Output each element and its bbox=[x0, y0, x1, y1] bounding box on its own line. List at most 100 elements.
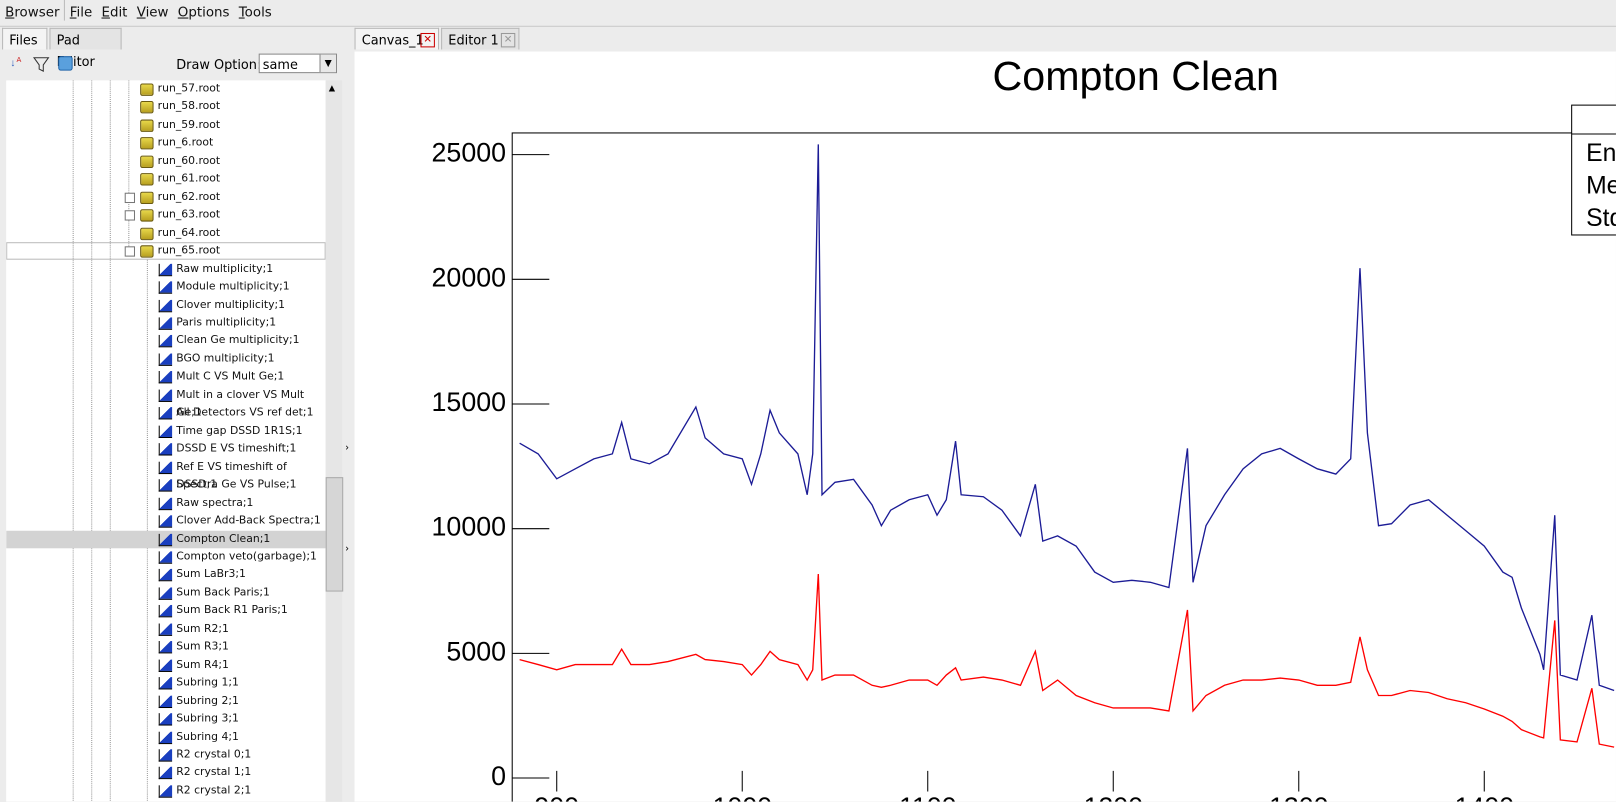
editor-tab-label: Editor 1 bbox=[448, 31, 499, 48]
tree-row[interactable]: Ref E VS timeshift of DSSD;1 bbox=[6, 458, 325, 490]
tree-row[interactable]: run_62.root bbox=[6, 188, 325, 206]
combo-arrow[interactable]: ▼ bbox=[319, 54, 336, 73]
file-icon bbox=[140, 191, 154, 204]
tree-row[interactable]: run_64.root bbox=[6, 224, 325, 242]
tree-label: R2 crystal 1;1 bbox=[176, 766, 252, 779]
draw-option-combo[interactable]: same ▼ bbox=[258, 53, 338, 74]
histogram-icon bbox=[158, 479, 173, 492]
tree-label: BGO multiplicity;1 bbox=[176, 352, 275, 365]
sort-icon[interactable]: ↓ bbox=[10, 58, 15, 69]
pad-editor-tab[interactable]: Pad Editor bbox=[49, 27, 122, 69]
tree-row[interactable]: Spectra Ge VS Pulse;1 bbox=[6, 476, 325, 494]
tree-row[interactable]: run_65.root bbox=[6, 242, 326, 260]
stats-label: Mean bbox=[1586, 173, 1616, 200]
tree-row[interactable]: BGO multiplicity;1 bbox=[6, 350, 325, 368]
tree-label: run_6.root bbox=[157, 136, 214, 149]
filter-icon[interactable] bbox=[33, 57, 50, 72]
histogram-icon bbox=[158, 425, 173, 438]
tree-label: run_61.root bbox=[157, 172, 221, 185]
tree-row[interactable]: DSSD E VS timeshift;1 bbox=[6, 440, 325, 458]
histogram-icon bbox=[158, 605, 173, 618]
tree-row[interactable]: run_63.root bbox=[6, 206, 325, 224]
tree-label: Clover multiplicity;1 bbox=[176, 298, 286, 311]
histogram-icon bbox=[158, 461, 173, 474]
tree-row[interactable]: Mult C VS Mult Ge;1 bbox=[6, 368, 325, 386]
tree-row[interactable]: Module multiplicity;1 bbox=[6, 278, 325, 296]
tree-label: Clover Add-Back Spectra;1 bbox=[176, 514, 321, 527]
scroll-thumb[interactable] bbox=[325, 477, 344, 592]
tree-row[interactable]: R2 crystal 0;1 bbox=[6, 746, 325, 764]
tree-row[interactable]: Compton veto(garbage);1 bbox=[6, 548, 325, 566]
close-button[interactable]: ✕ bbox=[500, 32, 516, 48]
menu-item[interactable]: File bbox=[63, 0, 97, 21]
tree-row[interactable]: Sum R2;1 bbox=[6, 620, 325, 638]
tree-row[interactable]: Compton Clean;1 bbox=[6, 530, 326, 548]
tree-row[interactable]: run_59.root bbox=[6, 116, 325, 134]
close-button[interactable]: ✕ bbox=[420, 32, 435, 48]
tree-label: Subring 2;1 bbox=[176, 694, 239, 707]
menu-item[interactable]: Browser bbox=[5, 5, 60, 21]
refresh-icon[interactable] bbox=[58, 56, 73, 71]
stats-label: Std Dev bbox=[1586, 205, 1616, 232]
scroll-up[interactable]: ▲ bbox=[328, 83, 336, 93]
tree-row[interactable]: Clean Ge multiplicity;1 bbox=[6, 332, 325, 350]
file-icon bbox=[140, 101, 154, 114]
splitter-arrow[interactable]: › bbox=[345, 544, 349, 555]
y-tick-label: 0 bbox=[491, 761, 506, 791]
tree-label: R2 crystal 0;1 bbox=[176, 748, 252, 761]
x-tick-label: 1400 bbox=[1454, 792, 1514, 802]
tree-row[interactable]: Subring 3;1 bbox=[6, 710, 325, 728]
tree-row[interactable]: R2 crystal 2;1 bbox=[6, 782, 325, 800]
files-tab[interactable]: Files bbox=[2, 27, 48, 50]
tree-row[interactable]: Sum Back Paris;1 bbox=[6, 584, 325, 602]
tree-row[interactable]: Clover Add-Back Spectra;1 bbox=[6, 512, 325, 530]
tree-row[interactable]: Sum Back R1 Paris;1 bbox=[6, 602, 325, 620]
histogram-icon bbox=[158, 335, 173, 348]
menu-item[interactable]: Edit bbox=[101, 5, 128, 21]
tree-row[interactable]: Raw multiplicity;1 bbox=[6, 260, 325, 278]
tree-row[interactable]: Subring 4;1 bbox=[6, 728, 325, 746]
histogram-icon bbox=[158, 641, 173, 654]
tree-row[interactable]: run_60.root bbox=[6, 152, 325, 170]
scrollbar[interactable]: ▲ bbox=[325, 80, 344, 802]
tree-row[interactable]: Paris multiplicity;1 bbox=[6, 314, 325, 332]
tree-row[interactable]: Subring 2;1 bbox=[6, 692, 325, 710]
tree-row[interactable]: run_6.root bbox=[6, 134, 325, 152]
editor-tab[interactable]: Editor 1 ✕ bbox=[441, 27, 520, 50]
tree-row[interactable]: Mult in a clover VS Mult Ge;1 bbox=[6, 386, 325, 418]
file-icon bbox=[140, 119, 154, 132]
y-tick-label: 20000 bbox=[432, 262, 506, 292]
tree-row[interactable]: Sum LaBr3;1 bbox=[6, 566, 325, 584]
file-icon bbox=[140, 173, 154, 186]
tree-row[interactable]: run_58.root bbox=[6, 98, 325, 116]
tree-row[interactable]: R2 crystal 1;1 bbox=[6, 764, 325, 782]
tree-label: Sum R2;1 bbox=[176, 622, 229, 635]
y-tick-label: 10000 bbox=[432, 512, 506, 542]
menu-item[interactable]: Tools bbox=[238, 5, 272, 21]
tree-row[interactable]: Subring 1;1 bbox=[6, 674, 325, 692]
tree-label: Sum LaBr3;1 bbox=[176, 568, 246, 581]
tree-row[interactable]: run_61.root bbox=[6, 170, 325, 188]
tree-row[interactable]: run_57.root bbox=[6, 80, 325, 98]
canvas-tab[interactable]: Canvas_1 ✕ bbox=[354, 27, 440, 50]
tree-row[interactable]: Clover multiplicity;1 bbox=[6, 296, 325, 314]
tree-row[interactable]: Sum R3;1 bbox=[6, 638, 325, 656]
expander[interactable] bbox=[124, 210, 136, 221]
tree-label: Ref E VS timeshift of DSSD;1 bbox=[176, 460, 287, 491]
toolbar-icons: ↓ A bbox=[10, 55, 73, 72]
splitter-arrow[interactable]: › bbox=[345, 443, 349, 454]
histogram-icon bbox=[158, 389, 173, 402]
tree-row[interactable]: Raw spectra;1 bbox=[6, 494, 325, 512]
stats-box bbox=[1571, 104, 1616, 236]
menu-item[interactable]: View bbox=[136, 5, 169, 21]
tree-label: Subring 3;1 bbox=[176, 712, 239, 725]
menu-item[interactable]: Options bbox=[177, 5, 230, 21]
tree-row[interactable]: Time gap DSSD 1R1S;1 bbox=[6, 422, 325, 440]
histogram-icon bbox=[158, 623, 173, 636]
expander[interactable] bbox=[124, 246, 136, 257]
canvas: Compton Clean 0 5000 10000 15000 20000 25000 9… bbox=[354, 51, 1616, 802]
tree-row[interactable]: All Detectors VS ref det;1 bbox=[6, 404, 325, 422]
expander[interactable] bbox=[124, 192, 136, 203]
tree-row[interactable]: Sum R4;1 bbox=[6, 656, 325, 674]
